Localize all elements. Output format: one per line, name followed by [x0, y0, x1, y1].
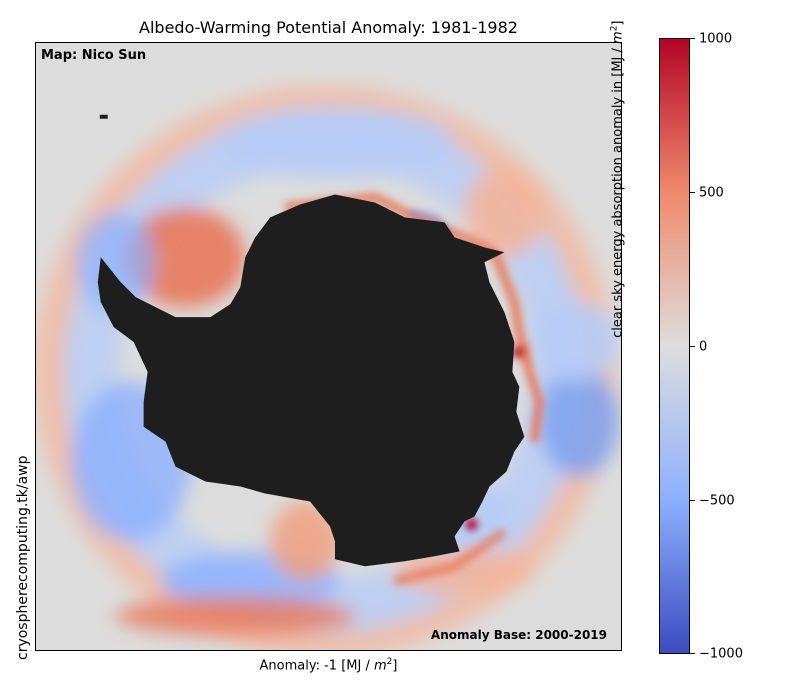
colorbar-tick: [690, 192, 695, 193]
colorbar-tick: [690, 500, 695, 501]
colorbar-tick-label: −1000: [699, 646, 743, 662]
xlabel-unit-var: m: [373, 658, 387, 674]
cbar-label-exponent: 2: [609, 25, 620, 32]
chart-title: Albedo-Warming Potential Anomaly: 1981-1…: [139, 18, 518, 37]
colorbar: [659, 38, 690, 654]
colorbar-tick: [690, 346, 695, 347]
cbar-label-unit-var: m: [610, 31, 626, 44]
xlabel-prefix: Anomaly: -1 [MJ /: [259, 658, 374, 674]
xlabel-exponent: 2: [386, 657, 393, 667]
sea-ice-anomaly-map: [36, 85, 620, 650]
colorbar-tick-label: 1000: [699, 31, 733, 47]
source-url: cryospherecomputing.tk/awp: [15, 455, 31, 660]
colorbar-tick-label: −500: [699, 493, 735, 509]
anomaly-base-label: Anomaly Base: 2000-2019: [430, 628, 607, 642]
colorbar-label: clear sky energy absorption anomaly in […: [609, 20, 625, 337]
colorbar-tick-label: 0: [699, 339, 708, 355]
coastal-anomaly: [284, 192, 544, 586]
map-credit: Map: Nico Sun: [41, 48, 147, 63]
island: [99, 114, 108, 119]
colorbar-tick: [690, 653, 695, 654]
colorbar-tick: [690, 38, 695, 39]
antarctica-landmass: [97, 194, 525, 567]
cbar-label-suffix: ]: [610, 20, 626, 26]
xlabel-suffix: ]: [392, 658, 398, 674]
cbar-label-prefix: clear sky energy absorption anomaly in […: [610, 43, 626, 338]
colorbar-tick-label: 500: [699, 185, 724, 201]
map-panel: Map: Nico Sun Anomaly Base: 2000-2019: [35, 42, 622, 651]
x-axis-label: Anomaly: -1 [MJ / m2]: [35, 657, 622, 673]
